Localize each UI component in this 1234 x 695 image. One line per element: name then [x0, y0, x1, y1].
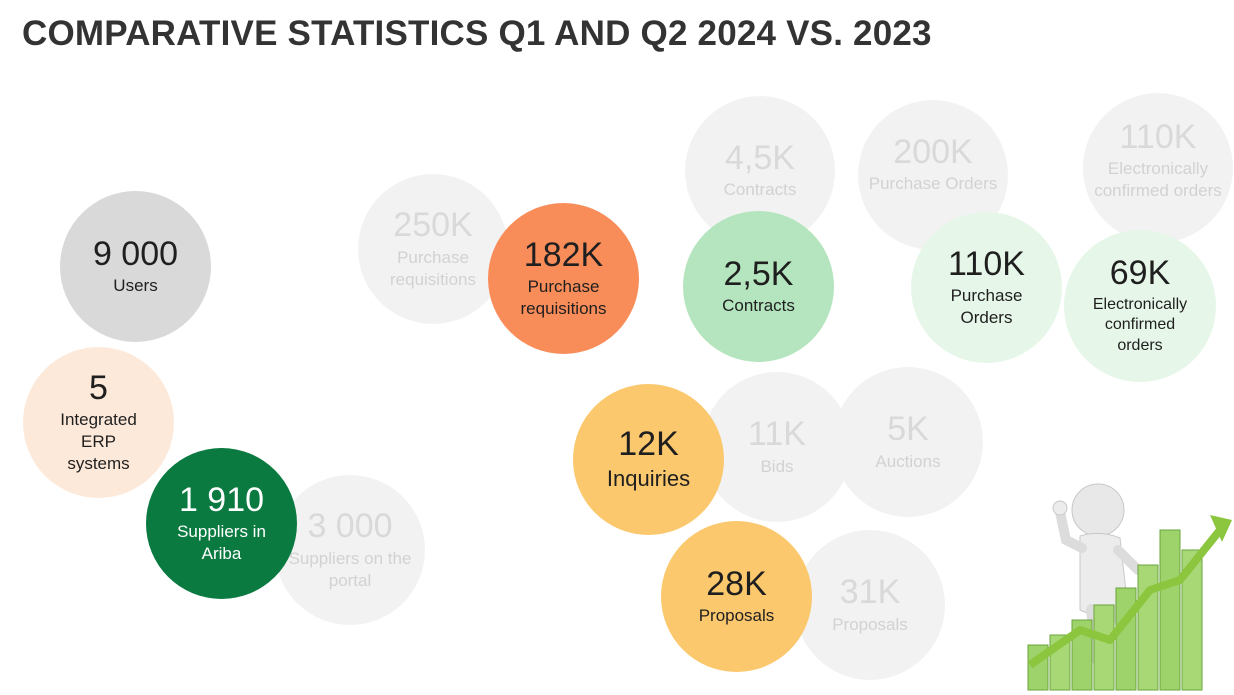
metric-requisitions: 182K Purchase requisitions — [488, 203, 639, 354]
metric-users: 9 000 Users — [60, 191, 211, 342]
metric-value: 5 — [89, 368, 108, 407]
metric-value: 69K — [1109, 254, 1171, 293]
metric-value: 12K — [618, 424, 679, 463]
metric-value: 250K — [393, 206, 473, 245]
metric-value: 110K — [1119, 118, 1197, 156]
metric-value: 3 000 — [307, 507, 393, 546]
metric-proposals: 28K Proposals — [661, 521, 812, 672]
metric-label: Proposals — [698, 606, 775, 626]
metric-suppliers-portal-2023: 3 000 Suppliers on the portal — [275, 475, 425, 625]
metric-proposals-2023: 31K Proposals — [795, 530, 945, 680]
metric-value: 1 910 — [178, 480, 265, 519]
metric-label: Contracts — [723, 180, 797, 200]
metric-label: Purchase requisitions — [390, 247, 476, 289]
metric-inquiries: 12K Inquiries — [573, 384, 724, 535]
metric-label: Inquiries — [606, 465, 691, 491]
metric-label: Auctions — [875, 451, 941, 471]
metric-value: 2,5K — [723, 254, 794, 293]
metric-label: Integrated ERP systems — [60, 410, 137, 474]
metric-value: 11K — [748, 415, 806, 454]
metric-suppliers-ariba: 1 910 Suppliers in Ariba — [146, 448, 297, 599]
metric-purchase-orders-2023: 200K Purchase Orders — [858, 100, 1008, 250]
metric-value: 200K — [893, 133, 973, 171]
metric-auctions-2023: 5K Auctions — [833, 367, 983, 517]
metric-contracts: 2,5K Contracts — [683, 211, 834, 362]
metric-value: 9 000 — [92, 234, 179, 273]
page-title: COMPARATIVE STATISTICS Q1 AND Q2 2024 VS… — [22, 14, 932, 53]
metric-label: Bids — [760, 456, 794, 476]
growth-chart-illustration — [1027, 483, 1232, 691]
metric-label: Electronically confirmed orders — [1094, 159, 1222, 201]
metric-value: 31K — [839, 573, 901, 612]
metric-label: Purchase Orders — [950, 286, 1023, 328]
metric-label: Purchase requisitions — [520, 277, 607, 319]
metric-label: Purchase Orders — [868, 174, 998, 194]
metric-electronic-orders: 69K Electronically confirmed orders — [1064, 230, 1216, 382]
metric-requisitions-2023: 250K Purchase requisitions — [358, 174, 508, 324]
metric-value: 28K — [706, 564, 767, 603]
metric-purchase-orders: 110K Purchase Orders — [911, 212, 1062, 363]
metric-value: 5K — [887, 410, 929, 449]
metric-label: Contracts — [722, 296, 795, 316]
metric-value: 4,5K — [725, 139, 795, 177]
metric-value: 182K — [523, 235, 604, 274]
metric-label: Suppliers in Ariba — [177, 522, 266, 564]
metric-value: 110K — [948, 244, 1025, 283]
metric-label: Users — [113, 276, 158, 296]
metric-label: Suppliers on the portal — [288, 548, 412, 590]
metric-erp-systems: 5 Integrated ERP systems — [23, 347, 174, 498]
metric-label: Electronically confirmed orders — [1092, 295, 1188, 355]
metric-electronic-orders-2023: 110K Electronically confirmed orders — [1083, 93, 1233, 243]
metric-label: Proposals — [832, 614, 908, 634]
metric-bids-2023: 11K Bids — [702, 372, 852, 522]
